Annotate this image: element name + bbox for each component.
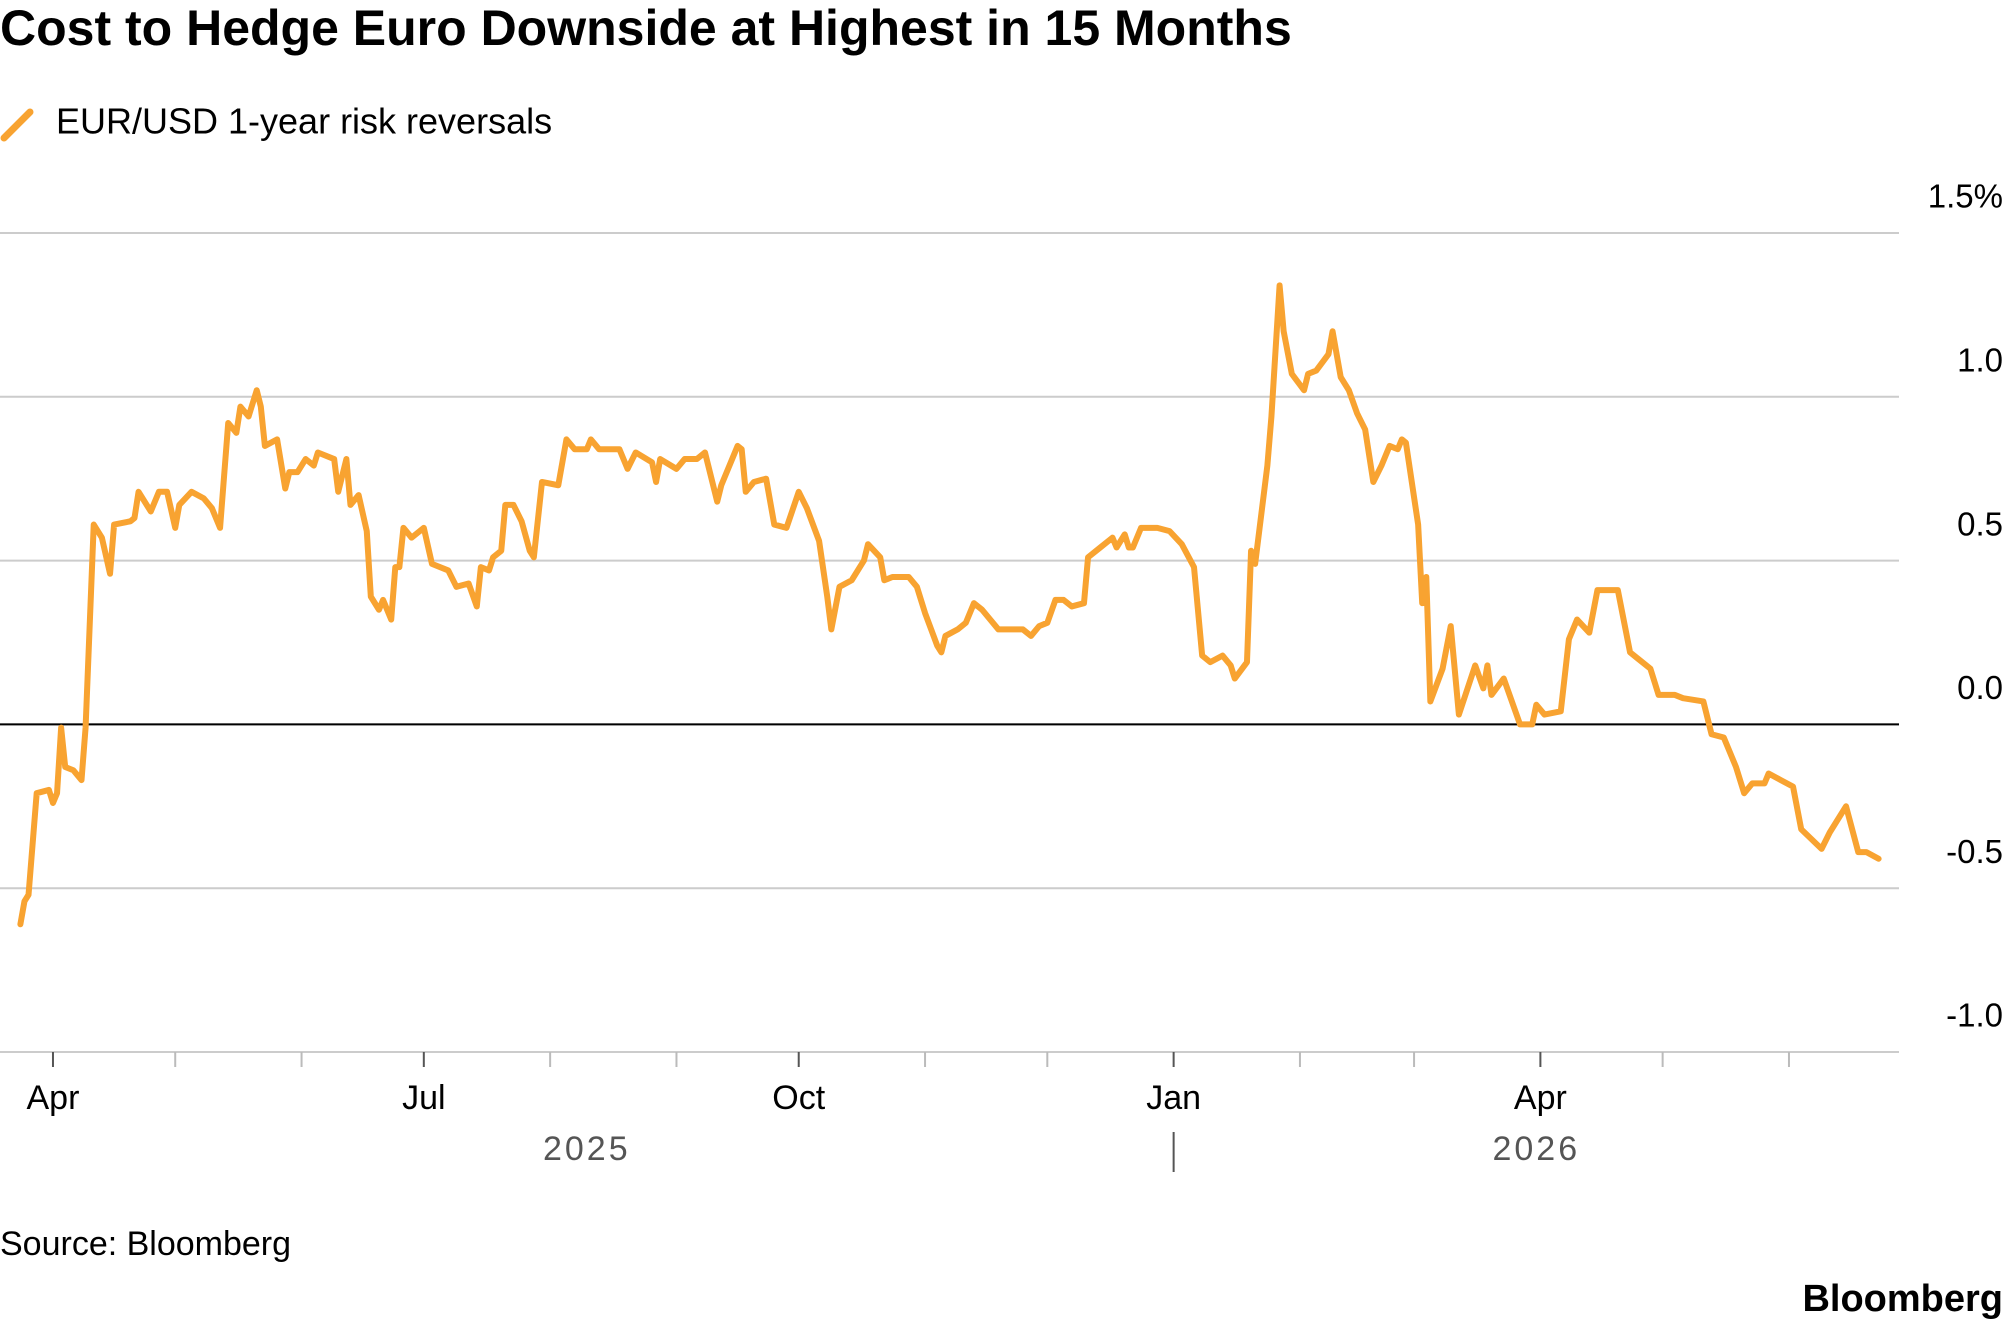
branding: Bloomberg xyxy=(1802,1278,2003,1320)
year-label: 2026 xyxy=(1492,1130,1580,1168)
y-tick-label: -0.5 xyxy=(1946,833,2003,870)
series-line xyxy=(17,282,1882,928)
x-tick-label: Jul xyxy=(402,1079,445,1117)
y-tick-label: -1.0 xyxy=(1946,997,2003,1034)
x-tick-label: Apr xyxy=(1514,1079,1567,1117)
x-tick-label: Jan xyxy=(1146,1079,1201,1117)
x-tick-label: Oct xyxy=(772,1079,825,1117)
year-label: 2025 xyxy=(543,1130,631,1168)
x-tick-label: Apr xyxy=(27,1079,80,1117)
y-tick-label: 1.5% xyxy=(1928,178,2003,215)
y-tick-label: 0.0 xyxy=(1957,669,2003,706)
y-tick-label: 1.0 xyxy=(1957,342,2003,379)
legend-label: EUR/USD 1-year risk reversals xyxy=(56,101,552,142)
source: Source: Bloomberg xyxy=(0,1225,291,1263)
chart-title: Cost to Hedge Euro Downside at Highest i… xyxy=(0,0,1292,56)
y-tick-label: 0.5 xyxy=(1957,505,2003,542)
legend-swatch xyxy=(0,108,34,142)
